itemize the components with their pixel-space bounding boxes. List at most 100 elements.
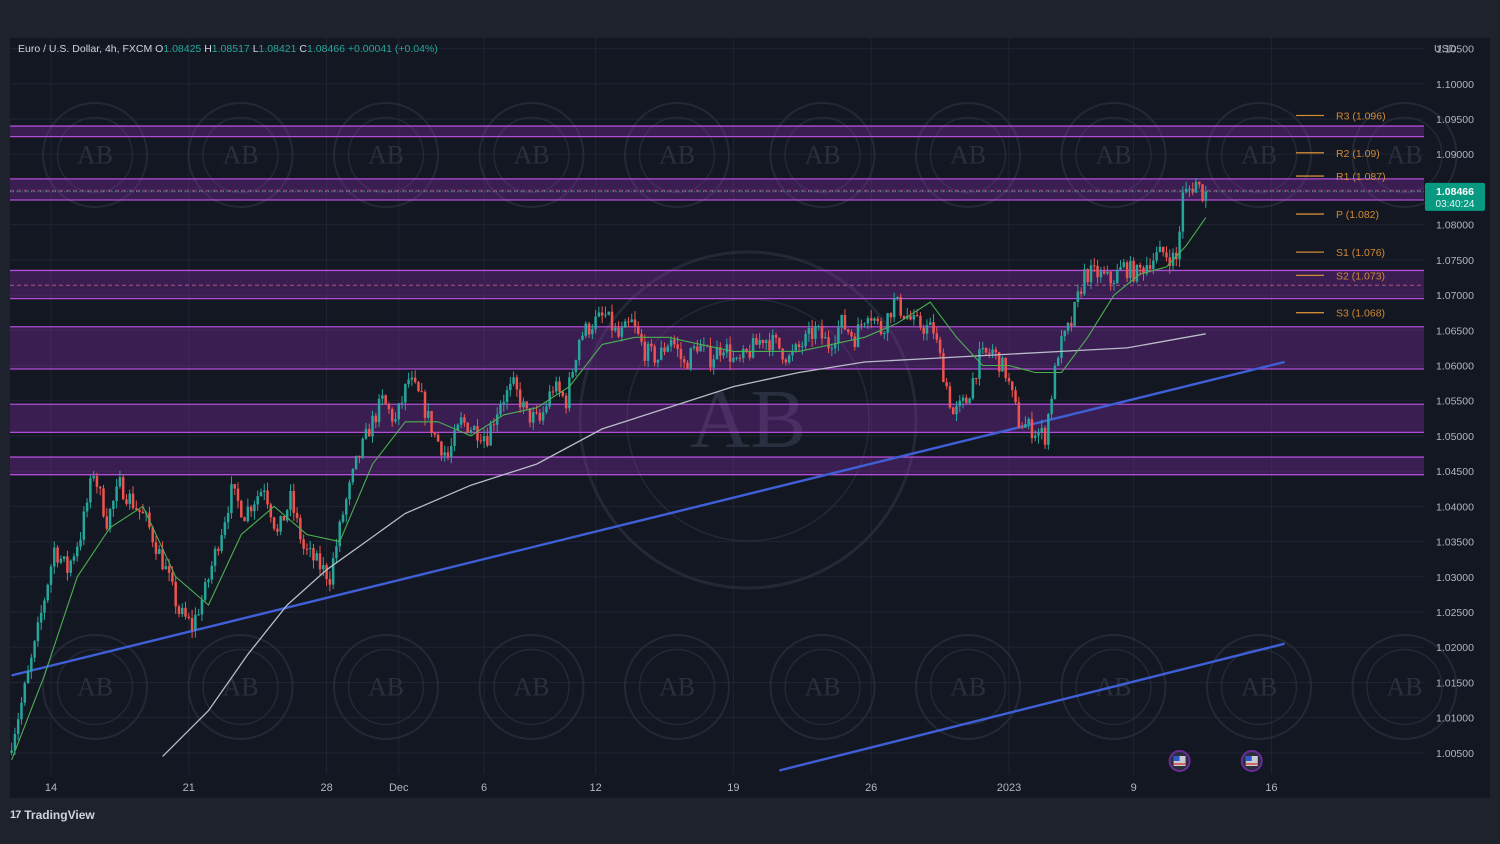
- tradingview-logo[interactable]: 17 TradingView: [10, 808, 95, 822]
- candle-body: [876, 318, 880, 322]
- watermark-monogram: AB: [1386, 672, 1422, 701]
- watermark-ring: [915, 634, 1021, 740]
- candle-body: [354, 455, 358, 469]
- y-tick-label: 1.04500: [1436, 466, 1474, 478]
- y-tick-label: 1.05500: [1436, 396, 1474, 408]
- sr-zone: [10, 404, 1424, 433]
- candle-body: [207, 579, 210, 583]
- watermark-ring: [624, 634, 730, 740]
- candle-body: [450, 446, 453, 457]
- candle-body: [689, 348, 693, 370]
- candle-body: [515, 377, 519, 390]
- candle-body: [322, 565, 325, 570]
- candle-body: [397, 403, 401, 420]
- candle-body: [509, 383, 512, 391]
- watermark-inner-ring: [202, 648, 279, 726]
- candle-body: [282, 515, 286, 521]
- candle-body: [479, 440, 483, 442]
- symbol-name[interactable]: Euro / U.S. Dollar, 4h, FXCM: [18, 43, 153, 55]
- candle-body: [259, 491, 263, 497]
- candle-body: [243, 517, 246, 522]
- candle-body: [180, 607, 184, 615]
- candle-body: [325, 565, 328, 580]
- watermark-monogram: AB: [1095, 140, 1131, 169]
- candle-body: [981, 347, 984, 350]
- candle-body: [174, 581, 177, 607]
- candle-body: [781, 348, 784, 360]
- candle-body: [1004, 357, 1007, 379]
- candle-body: [1194, 181, 1198, 193]
- candle-body: [1073, 302, 1076, 326]
- candle-body: [410, 377, 414, 380]
- y-tick-label: 1.05000: [1436, 431, 1474, 443]
- high-value: 1.08517: [211, 43, 250, 55]
- candle-body: [203, 582, 207, 600]
- candle-body: [610, 311, 614, 331]
- candle-body: [53, 547, 56, 567]
- candle-body: [16, 719, 20, 734]
- change-value: +0.00041 (+0.04%): [347, 43, 438, 55]
- candle-body: [1148, 265, 1152, 269]
- x-tick-label: 2023: [997, 782, 1021, 794]
- candle-body: [59, 559, 63, 563]
- high-label: H: [204, 43, 212, 55]
- sr-zone: [10, 270, 1424, 299]
- y-tick-label: 1.06000: [1436, 361, 1474, 373]
- candle-body: [1017, 402, 1021, 428]
- watermark-ring: [769, 102, 876, 208]
- candle-body: [348, 482, 351, 500]
- candle-body: [955, 405, 958, 415]
- candle-body: [591, 329, 594, 335]
- candle-body: [958, 400, 962, 406]
- candle-body: [997, 352, 1001, 372]
- watermark-ring: [333, 634, 439, 740]
- candle-body: [459, 417, 463, 425]
- candle-body: [263, 490, 266, 492]
- candle-body: [167, 566, 171, 573]
- pivot-label-6: S3 (1.068): [1336, 308, 1385, 320]
- candle-body: [102, 488, 105, 517]
- candle-body: [614, 327, 617, 331]
- candle-body: [1056, 357, 1060, 366]
- candle-body: [427, 411, 430, 418]
- candle-body: [279, 515, 282, 532]
- candle-body: [659, 347, 663, 360]
- watermark-monogram: AB: [659, 140, 695, 169]
- candle-body: [581, 335, 584, 340]
- candle-body: [79, 539, 82, 547]
- candle-body: [804, 333, 807, 347]
- tradingview-name: TradingView: [24, 808, 95, 822]
- candle-body: [538, 412, 542, 421]
- watermark-inner-ring: [493, 116, 570, 194]
- watermark-ring: [915, 102, 1021, 208]
- watermark-inner-ring: [56, 648, 134, 726]
- candle-body: [630, 319, 633, 323]
- candle-body: [1043, 427, 1047, 445]
- candle-body: [105, 516, 109, 529]
- candle-body: [23, 683, 27, 703]
- candle-body: [213, 548, 217, 566]
- us-flag-canton: [1245, 756, 1252, 761]
- candle-body: [112, 501, 115, 510]
- watermark-ring: [187, 634, 294, 740]
- candle-body: [226, 512, 230, 523]
- candle-body: [1168, 257, 1171, 266]
- candle-body: [600, 312, 604, 316]
- watermark-monogram: AB: [1241, 672, 1277, 701]
- candle-body: [108, 509, 112, 529]
- candle-body: [486, 436, 489, 446]
- candle-body: [866, 318, 870, 324]
- candle-body: [1181, 192, 1185, 232]
- candle-body: [505, 390, 509, 403]
- candle-body: [1145, 265, 1149, 274]
- candle-body: [735, 357, 738, 359]
- candle-body: [62, 556, 66, 560]
- candle-body: [810, 327, 814, 339]
- candle-body: [318, 553, 322, 570]
- candle-body: [791, 350, 794, 356]
- candle-body: [253, 504, 256, 512]
- candle-body: [512, 377, 515, 384]
- candle-body: [879, 321, 883, 335]
